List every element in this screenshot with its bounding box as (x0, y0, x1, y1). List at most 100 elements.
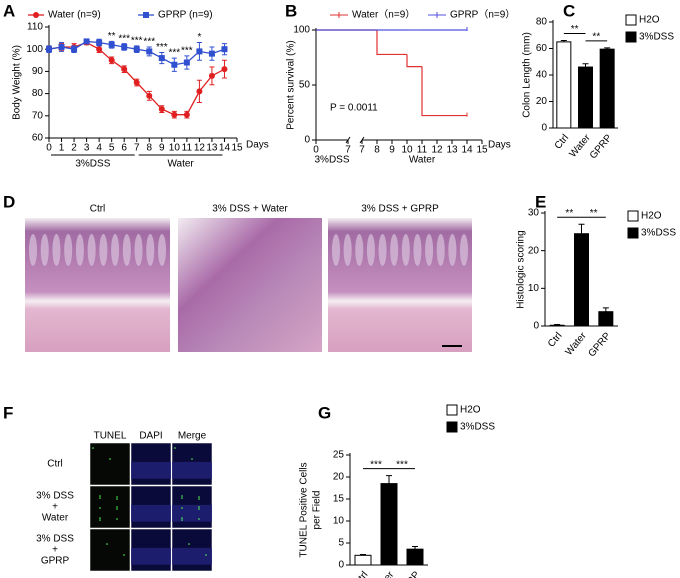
x-tick-label: 4 (96, 143, 102, 154)
significance: ** (108, 31, 116, 42)
image-title: 3% DSS + GPRP (361, 204, 439, 215)
crypt (29, 234, 37, 266)
x-tick-label: 7 (359, 145, 365, 156)
phase-label: 3%DSS (75, 159, 110, 170)
significance: *** (156, 42, 168, 53)
x-axis-label: Days (488, 140, 511, 151)
tunel-dot (92, 447, 94, 449)
legend-swatch (627, 210, 639, 222)
x-tick-label: 9 (389, 145, 395, 156)
histology-image (328, 218, 472, 352)
crypt (366, 234, 375, 266)
crypt (378, 234, 387, 266)
marker (133, 79, 140, 86)
x-tick-label: 14 (461, 145, 473, 156)
phase-label: Water (409, 155, 436, 166)
crypt (343, 234, 352, 266)
legend-label: Water（n=9） (352, 9, 415, 21)
significance: * (197, 32, 201, 43)
x-tick-label: Water (563, 330, 589, 358)
fluorescence-image (89, 442, 131, 486)
crypt (99, 234, 108, 266)
crypt (425, 234, 434, 266)
crypt (158, 234, 166, 266)
legend-swatch (625, 14, 637, 26)
marker (221, 66, 228, 73)
tunel-dot (99, 497, 101, 499)
y-tick-label: 0 (304, 135, 310, 146)
fluorescence-image (89, 528, 131, 572)
marker (183, 59, 190, 66)
marker (96, 39, 103, 46)
crypt (111, 234, 120, 266)
marker (108, 57, 115, 64)
marker (221, 46, 228, 53)
annotation: P = 0.0011 (330, 103, 378, 114)
x-tick-label: Ctrl (546, 331, 564, 350)
legend-label: Water (n=9) (48, 10, 101, 21)
nuclei-band (172, 461, 212, 479)
x-tick-label: Ctrl (553, 133, 571, 152)
x-tick-label: 6 (121, 143, 127, 154)
step-segment (376, 30, 407, 56)
tunel-dot (198, 498, 200, 500)
error-bar (582, 63, 589, 68)
tunel-dot (181, 495, 183, 497)
marker (208, 72, 215, 79)
panel-letter: F (3, 403, 13, 422)
legend-label: H2O (460, 405, 481, 416)
y-tick-label: 110 (27, 22, 43, 33)
marker (33, 12, 39, 18)
error-bar (602, 307, 609, 312)
marker (171, 61, 178, 68)
marker (133, 46, 140, 53)
marker (121, 66, 128, 73)
marker (83, 38, 90, 45)
column-label: DAPI (139, 431, 162, 442)
panel-letter: G (318, 403, 331, 422)
marker (96, 46, 103, 53)
step-segment (421, 66, 467, 117)
y-tick-label: 20 (333, 472, 345, 483)
x-tick-label: 3 (84, 143, 90, 154)
y-tick-label: 60 (32, 133, 44, 144)
legend-line (428, 12, 446, 18)
nuclei-band (172, 504, 212, 522)
y-axis-label: Body Weight (%) (12, 45, 23, 120)
bar (574, 233, 589, 327)
tunel-dot (198, 506, 200, 508)
marker (108, 41, 115, 48)
marker (71, 46, 78, 53)
significance: *** (168, 48, 180, 59)
y-tick-label: 0 (533, 321, 539, 332)
crypt (401, 234, 410, 266)
legend-swatch (627, 227, 639, 239)
significance: ** (592, 31, 600, 42)
significance: ** (565, 208, 573, 219)
crypt (355, 234, 364, 266)
y-tick-label: 80 (32, 88, 44, 99)
column-label: Merge (178, 431, 207, 442)
bar (380, 483, 398, 566)
panel-letter: C (563, 1, 575, 20)
legend-label: GPRP（n=9） (450, 9, 515, 21)
significance: *** (118, 33, 130, 44)
y-tick-label: 10 (333, 516, 345, 527)
tunel-dot (116, 508, 118, 510)
y-tick-label: 30 (528, 208, 540, 219)
crypt (75, 234, 84, 266)
legend-swatch (446, 421, 458, 433)
y-tick-label: 0 (338, 560, 344, 571)
bar (354, 554, 372, 566)
tunel-dot (181, 507, 183, 509)
crypt (122, 234, 131, 266)
crypt (146, 234, 155, 266)
significance: *** (143, 37, 155, 48)
x-tick-label: 9 (159, 143, 165, 154)
x-tick-label: GPRP (588, 132, 615, 161)
bar (549, 324, 565, 327)
legend-label: H2O (641, 211, 662, 222)
crypt (413, 234, 422, 266)
y-tick-label: 0 (541, 123, 547, 134)
